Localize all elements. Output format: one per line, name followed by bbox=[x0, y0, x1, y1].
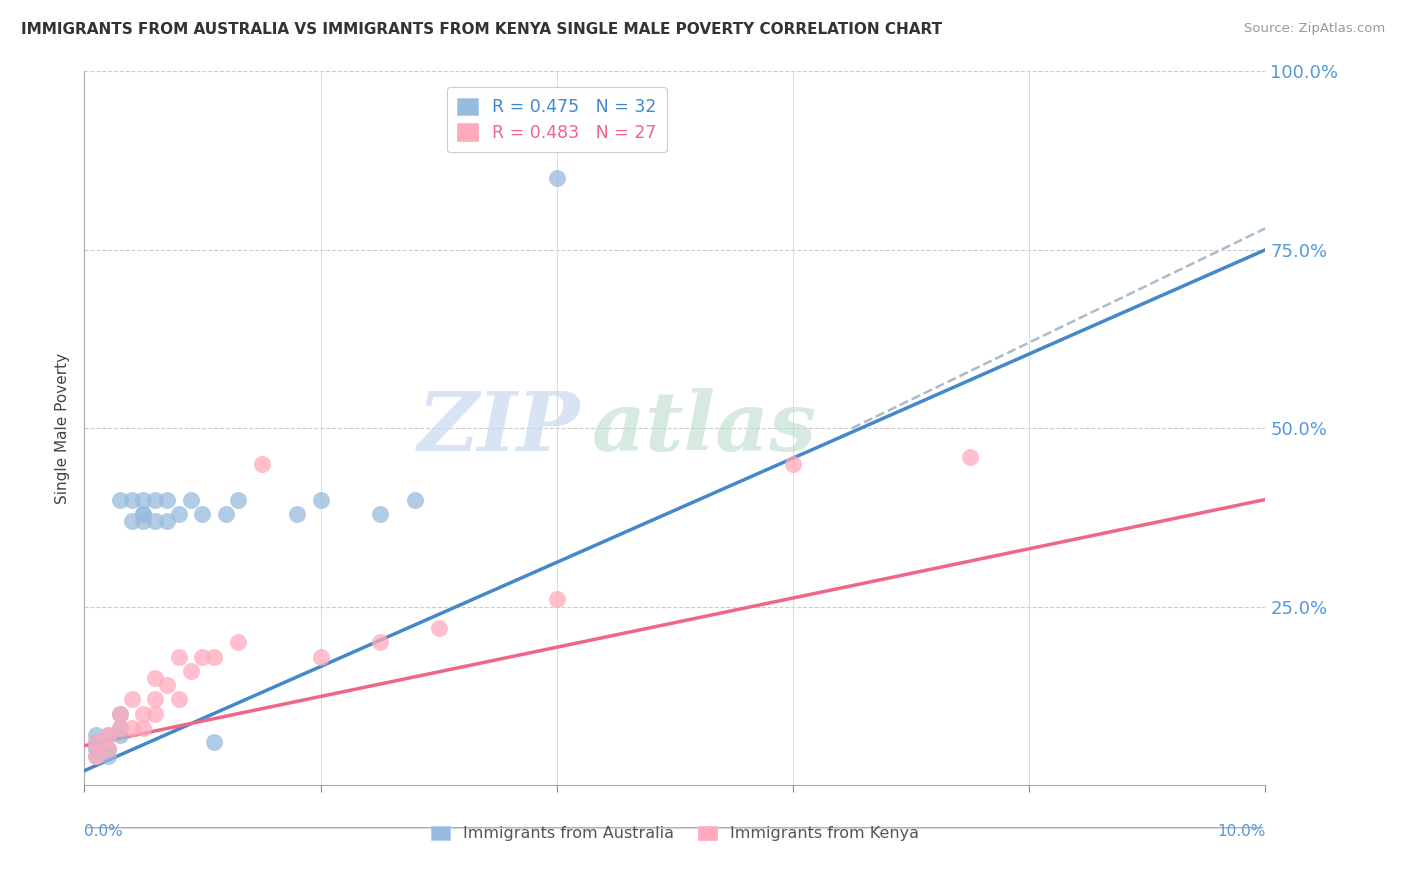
Point bbox=[368, 507, 391, 521]
Point bbox=[156, 492, 179, 507]
Legend: Immigrants from Australia, Immigrants from Kenya: Immigrants from Australia, Immigrants fr… bbox=[432, 826, 918, 841]
Y-axis label: Single Male Poverty: Single Male Poverty bbox=[55, 352, 70, 504]
Text: 0.0%: 0.0% bbox=[84, 824, 124, 839]
Point bbox=[132, 492, 155, 507]
Text: atlas: atlas bbox=[592, 388, 817, 468]
Point bbox=[97, 742, 120, 756]
Point bbox=[226, 635, 249, 649]
Point bbox=[121, 721, 143, 735]
Point bbox=[191, 507, 214, 521]
Point bbox=[143, 514, 166, 528]
Point bbox=[309, 492, 332, 507]
Point bbox=[167, 507, 190, 521]
Text: IMMIGRANTS FROM AUSTRALIA VS IMMIGRANTS FROM KENYA SINGLE MALE POVERTY CORRELATI: IMMIGRANTS FROM AUSTRALIA VS IMMIGRANTS … bbox=[21, 22, 942, 37]
Point bbox=[143, 706, 166, 721]
Point bbox=[191, 649, 214, 664]
Point bbox=[202, 649, 225, 664]
Point bbox=[97, 742, 120, 756]
Point bbox=[97, 728, 120, 742]
Point bbox=[132, 721, 155, 735]
Point bbox=[84, 735, 107, 749]
Point bbox=[368, 635, 391, 649]
Point bbox=[546, 592, 568, 607]
Point bbox=[84, 728, 107, 742]
Text: Source: ZipAtlas.com: Source: ZipAtlas.com bbox=[1244, 22, 1385, 36]
Point bbox=[250, 457, 273, 471]
Text: 10.0%: 10.0% bbox=[1218, 824, 1265, 839]
Point bbox=[226, 492, 249, 507]
Point bbox=[285, 507, 308, 521]
Point bbox=[84, 742, 107, 756]
Point bbox=[121, 514, 143, 528]
Point bbox=[97, 728, 120, 742]
Point bbox=[143, 671, 166, 685]
Point bbox=[156, 514, 179, 528]
Point bbox=[108, 706, 131, 721]
Point bbox=[132, 514, 155, 528]
Point bbox=[427, 621, 450, 635]
Point bbox=[97, 749, 120, 764]
Point bbox=[546, 171, 568, 186]
Point bbox=[143, 492, 166, 507]
Point bbox=[156, 678, 179, 692]
Point bbox=[108, 721, 131, 735]
Point bbox=[121, 692, 143, 706]
Point bbox=[132, 507, 155, 521]
Point bbox=[108, 728, 131, 742]
Point bbox=[309, 649, 332, 664]
Point bbox=[167, 692, 190, 706]
Point bbox=[132, 706, 155, 721]
Point bbox=[84, 735, 107, 749]
Point bbox=[108, 492, 131, 507]
Point bbox=[108, 721, 131, 735]
Point bbox=[404, 492, 426, 507]
Point bbox=[132, 507, 155, 521]
Point bbox=[215, 507, 238, 521]
Point bbox=[782, 457, 804, 471]
Point bbox=[143, 692, 166, 706]
Point bbox=[180, 492, 202, 507]
Point bbox=[84, 749, 107, 764]
Point bbox=[121, 492, 143, 507]
Point bbox=[202, 735, 225, 749]
Point bbox=[180, 664, 202, 678]
Point bbox=[84, 749, 107, 764]
Text: ZIP: ZIP bbox=[418, 388, 581, 468]
Point bbox=[959, 450, 981, 464]
Point bbox=[167, 649, 190, 664]
Point bbox=[108, 706, 131, 721]
